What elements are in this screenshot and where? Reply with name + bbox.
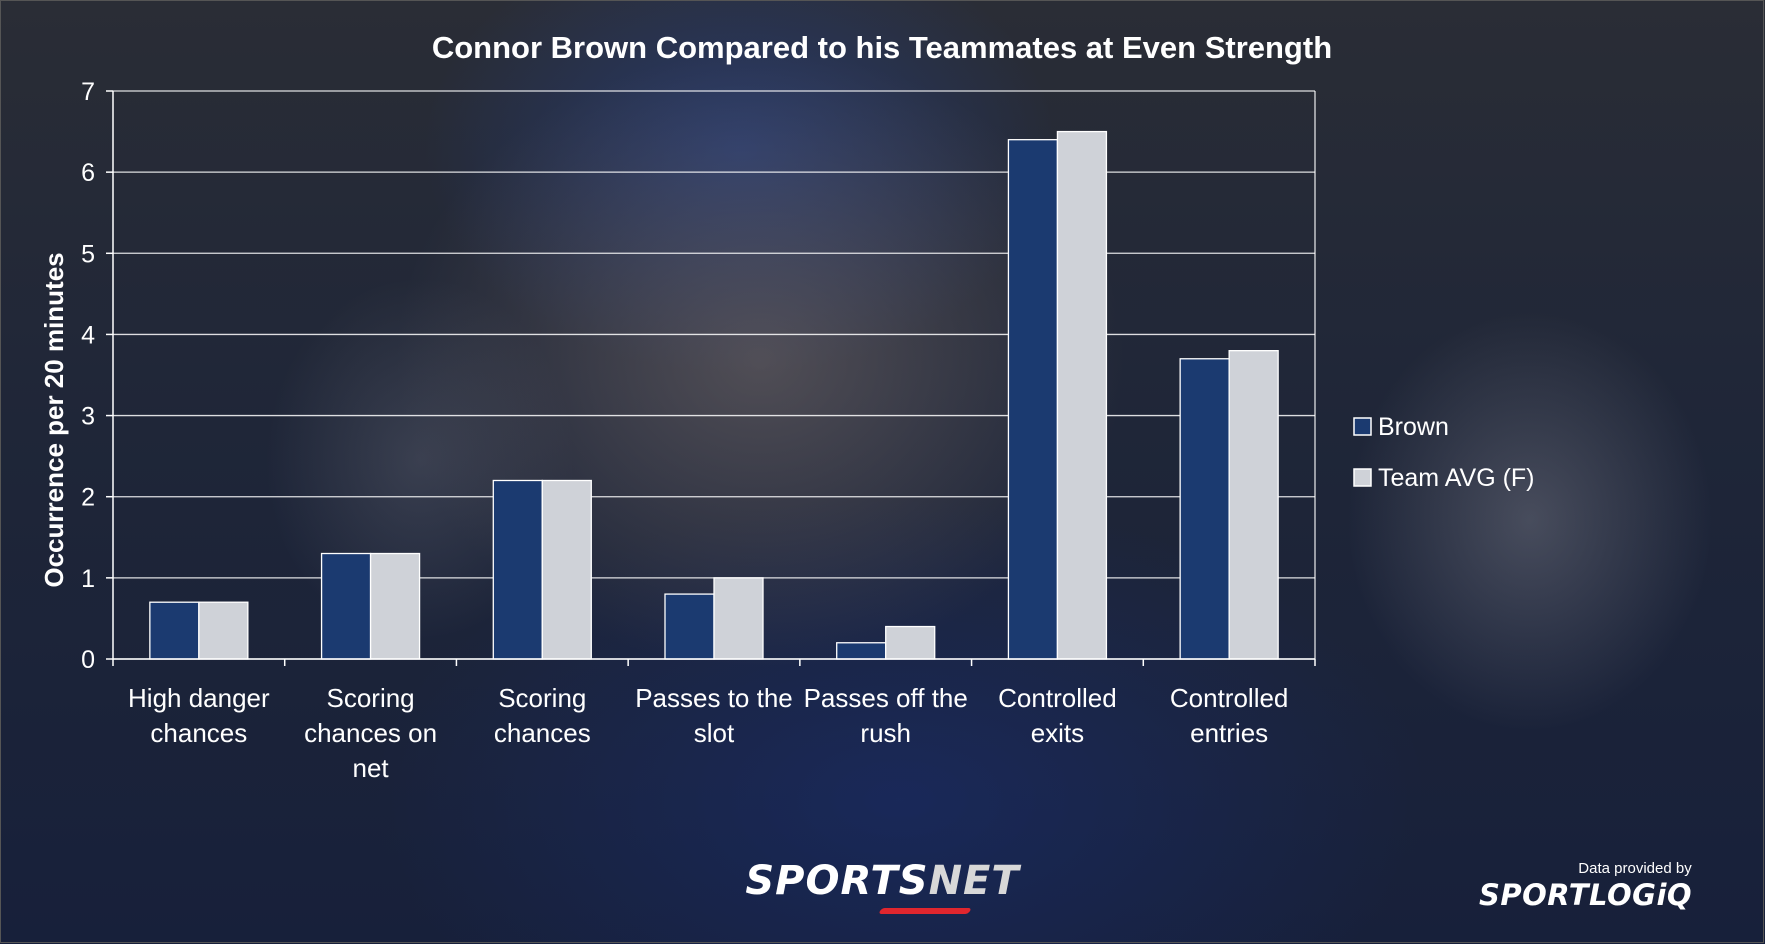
x-tick-label-line: entries (1190, 718, 1268, 748)
x-tick-label: Passes to the slot (635, 683, 793, 748)
x-tick-label-line: Passes to the (635, 683, 793, 713)
x-tick-label: Scoring chances (494, 683, 591, 748)
x-tick-label-line: exits (1031, 718, 1084, 748)
x-tick-label-line: net (352, 753, 389, 783)
bar-brown (492, 479, 543, 660)
x-tick-label: Controlled entries (1170, 683, 1289, 748)
x-tick-label-line: chances (494, 718, 591, 748)
x-tick-label-line: Controlled (1170, 683, 1289, 713)
y-tick-label: 4 (81, 321, 95, 349)
x-tick-label: Controlled exits (998, 683, 1117, 748)
y-tick-label: 0 (81, 646, 95, 674)
bar-team-avg (713, 577, 764, 660)
bar-brown (320, 552, 372, 660)
bar-team-avg (541, 479, 592, 660)
x-tick-label-line: Passes off the (804, 683, 968, 713)
legend-label: Team AVG (F) (1378, 464, 1535, 492)
sportlogiq-logo: SPORTLOGiQ (1478, 878, 1693, 912)
x-tick-label-line: rush (860, 718, 911, 748)
x-tick-label-line: Scoring (326, 683, 414, 713)
bar-brown (1179, 358, 1230, 660)
x-tick-label: High danger chances (128, 683, 270, 748)
data-provided-label: Data provided by (1578, 860, 1692, 877)
y-tick-label: 7 (81, 78, 95, 106)
axes (106, 90, 1316, 666)
legend: Brown Team AVG (F) (1353, 413, 1535, 492)
legend-label: Brown (1378, 413, 1449, 441)
bar-team-avg (198, 601, 249, 660)
x-tick-label: Scoring chances on net (304, 683, 437, 783)
chart-title: Connor Brown Compared to his Teammates a… (432, 30, 1332, 65)
bar-team-avg (885, 625, 936, 660)
y-tick-labels: 0 1 2 3 4 5 6 7 (81, 78, 95, 674)
y-tick-label: 3 (81, 403, 95, 431)
legend-swatch (1353, 468, 1372, 487)
x-tick-label-line: chances on (304, 718, 437, 748)
bar-team-avg (369, 552, 421, 660)
y-tick-label: 5 (81, 240, 95, 268)
x-tick-label-line: Controlled (998, 683, 1117, 713)
y-tick-label: 1 (81, 565, 95, 593)
bar-team-avg (1228, 350, 1279, 660)
x-tick-label-line: Scoring (498, 683, 586, 713)
bars (149, 130, 1279, 660)
y-axis-label: Occurrence per 20 minutes (39, 252, 69, 587)
sportsnet-logo: SPORTSNET (730, 858, 1035, 914)
y-tick-label: 6 (81, 159, 95, 187)
x-tick-label-line: slot (694, 718, 735, 748)
bar-brown (664, 593, 715, 660)
y-tick-label: 2 (81, 484, 95, 512)
x-tick-label-line: High danger (128, 683, 270, 713)
legend-swatch (1353, 417, 1372, 436)
bar-brown (149, 601, 200, 660)
bar-brown (836, 642, 887, 660)
bar-brown (1007, 139, 1059, 660)
bar-team-avg (1056, 130, 1108, 660)
x-tick-label-line: chances (150, 718, 247, 748)
gridlines (113, 90, 1316, 660)
x-tick-label: Passes off the rush (804, 683, 968, 748)
